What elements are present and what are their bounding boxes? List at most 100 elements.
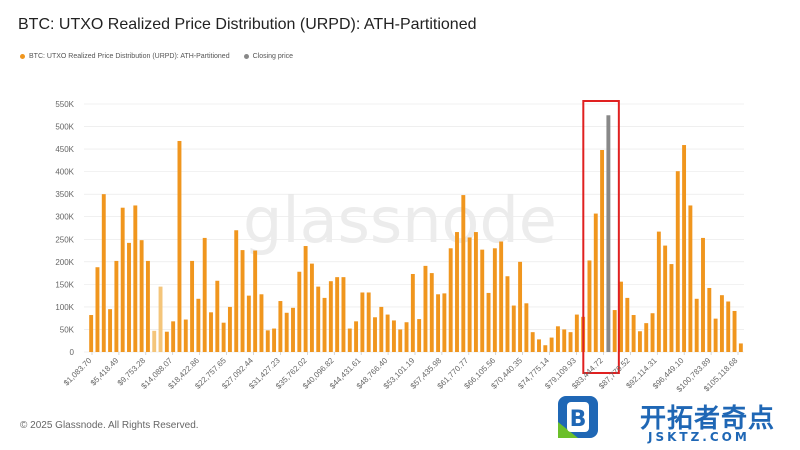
urpd-bar[interactable] <box>682 145 687 352</box>
urpd-bar[interactable] <box>209 312 213 352</box>
urpd-bar[interactable] <box>385 314 390 352</box>
urpd-bar[interactable] <box>644 323 649 352</box>
urpd-bar[interactable] <box>429 273 434 352</box>
urpd-bar[interactable] <box>486 292 491 352</box>
urpd-bar[interactable] <box>726 301 731 352</box>
urpd-bar[interactable] <box>694 298 699 352</box>
urpd-bar[interactable] <box>518 261 523 352</box>
urpd-bar[interactable] <box>221 322 226 352</box>
urpd-bar[interactable] <box>139 240 144 352</box>
urpd-bar[interactable] <box>436 294 441 352</box>
urpd-bar[interactable] <box>335 277 340 352</box>
urpd-bar[interactable] <box>291 307 295 352</box>
urpd-bar[interactable] <box>675 171 680 352</box>
urpd-bar[interactable] <box>549 337 554 352</box>
urpd-bar[interactable] <box>145 260 150 352</box>
urpd-bar[interactable] <box>417 319 422 352</box>
urpd-bar[interactable] <box>537 339 541 352</box>
urpd-bar[interactable] <box>234 230 239 352</box>
urpd-bar[interactable] <box>215 280 220 352</box>
urpd-bar[interactable] <box>133 205 138 352</box>
urpd-bar[interactable] <box>499 241 504 352</box>
urpd-bar[interactable] <box>448 248 453 352</box>
urpd-bar[interactable] <box>404 322 409 352</box>
urpd-bar[interactable] <box>562 329 567 352</box>
urpd-bar[interactable] <box>322 297 327 352</box>
urpd-bar[interactable] <box>455 232 459 352</box>
urpd-bar[interactable] <box>246 295 251 352</box>
urpd-bar[interactable] <box>297 271 302 352</box>
legend-item-closing[interactable]: Closing price <box>243 53 293 60</box>
urpd-bar[interactable] <box>127 242 131 352</box>
urpd-bar[interactable] <box>278 301 283 352</box>
urpd-bar[interactable] <box>625 297 630 352</box>
urpd-bar[interactable] <box>423 265 428 352</box>
urpd-bar[interactable] <box>177 140 182 352</box>
urpd-bar[interactable] <box>202 237 207 352</box>
urpd-bar[interactable] <box>101 194 106 352</box>
urpd-bar[interactable] <box>360 292 365 352</box>
urpd-bar[interactable] <box>587 260 592 352</box>
urpd-bar[interactable] <box>284 312 289 352</box>
urpd-bar[interactable] <box>600 149 605 352</box>
urpd-bar[interactable] <box>568 332 573 352</box>
urpd-bar[interactable] <box>373 317 377 352</box>
urpd-bar[interactable] <box>303 246 308 352</box>
urpd-bar[interactable] <box>89 315 94 352</box>
urpd-bar[interactable] <box>265 330 270 352</box>
urpd-bar[interactable] <box>95 267 100 352</box>
urpd-bar[interactable] <box>328 281 333 352</box>
urpd-bar[interactable] <box>669 264 674 352</box>
urpd-bar[interactable] <box>688 205 693 352</box>
urpd-bar[interactable] <box>593 213 598 352</box>
urpd-bar[interactable] <box>379 306 384 352</box>
urpd-bar[interactable] <box>732 310 737 352</box>
urpd-bar[interactable] <box>473 232 478 352</box>
urpd-bar[interactable] <box>492 248 497 352</box>
urpd-bar[interactable] <box>619 281 623 352</box>
urpd-bar[interactable] <box>738 343 743 352</box>
urpd-bar[interactable] <box>461 195 466 352</box>
urpd-bar[interactable] <box>171 321 176 352</box>
urpd-bar[interactable] <box>511 305 516 352</box>
urpd-bar[interactable] <box>272 328 277 352</box>
legend-item-urpd[interactable]: BTC: UTXO Realized Price Distribution (U… <box>20 53 230 60</box>
urpd-bar[interactable] <box>574 314 579 352</box>
urpd-bar[interactable] <box>656 231 661 352</box>
urpd-bar[interactable] <box>631 315 636 352</box>
urpd-bar[interactable] <box>505 276 510 352</box>
urpd-bar[interactable] <box>637 331 642 352</box>
urpd-bar[interactable] <box>347 328 352 352</box>
urpd-bar[interactable] <box>164 331 169 352</box>
urpd-bar[interactable] <box>108 309 113 352</box>
urpd-bar[interactable] <box>196 298 201 352</box>
urpd-bar[interactable] <box>543 345 548 352</box>
urpd-bar[interactable] <box>354 321 359 352</box>
urpd-bar[interactable] <box>524 303 529 352</box>
urpd-bar[interactable] <box>183 319 188 352</box>
urpd-bar[interactable] <box>391 320 396 352</box>
urpd-bar[interactable] <box>152 330 157 352</box>
urpd-bar[interactable] <box>227 306 232 352</box>
urpd-bar[interactable] <box>410 273 415 352</box>
urpd-bar[interactable] <box>309 263 314 352</box>
urpd-bar[interactable] <box>259 294 264 352</box>
closing-price-bar[interactable] <box>606 115 611 352</box>
urpd-bar[interactable] <box>398 329 403 352</box>
urpd-bar[interactable] <box>707 287 712 352</box>
urpd-bar[interactable] <box>480 249 485 352</box>
urpd-bar[interactable] <box>316 286 321 352</box>
urpd-bar[interactable] <box>612 310 617 352</box>
urpd-bar[interactable] <box>366 292 371 352</box>
urpd-bar[interactable] <box>158 286 163 352</box>
urpd-bar[interactable] <box>555 326 560 352</box>
urpd-bar[interactable] <box>713 318 718 352</box>
urpd-bar[interactable] <box>190 260 195 352</box>
urpd-bar[interactable] <box>467 237 472 352</box>
urpd-bar[interactable] <box>341 277 346 352</box>
urpd-bar[interactable] <box>663 245 668 352</box>
urpd-bar[interactable] <box>240 250 245 352</box>
urpd-bar[interactable] <box>442 293 447 352</box>
urpd-bar[interactable] <box>530 332 535 352</box>
urpd-bar[interactable] <box>114 260 119 352</box>
